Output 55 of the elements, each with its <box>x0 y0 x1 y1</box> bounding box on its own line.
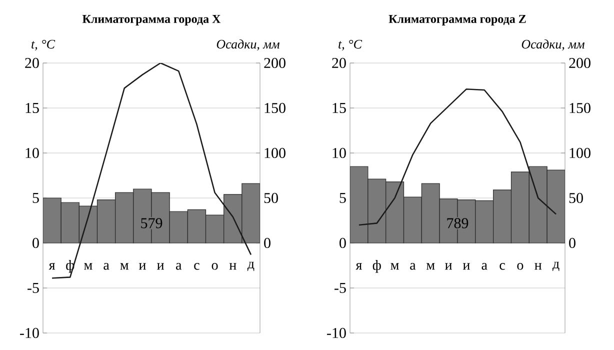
x-tick-label: и <box>462 263 470 270</box>
x-tick-label: м <box>84 263 92 270</box>
x-tick-label: м <box>120 263 128 270</box>
x-tick-label: м <box>426 263 435 270</box>
x-tick-label: д <box>247 262 254 271</box>
x-tick-label: н <box>534 263 542 270</box>
x-tick-label: я <box>48 263 56 270</box>
x-tick-label: с <box>194 263 200 270</box>
x-tick-label: а <box>176 263 182 270</box>
y2-tick-label: 150 <box>570 102 590 114</box>
x-tick-label: я <box>356 263 362 270</box>
y2-tick-label: 100 <box>570 148 590 158</box>
x-tick-label: а <box>104 263 110 270</box>
y-tick-label: 5 <box>32 193 39 203</box>
y-tick-label: 0 <box>32 238 39 248</box>
y2-tick-label: 0 <box>264 238 270 248</box>
y2-tick-label: 0 <box>569 238 576 248</box>
x-tick-label: д <box>552 262 560 271</box>
y2-axis-title: Осадки, мм <box>522 39 584 50</box>
y2-tick-label: 50 <box>569 192 583 204</box>
y-tick-label: -10 <box>327 328 346 338</box>
chart-title: Климатограмма города Z <box>388 15 526 26</box>
y-tick-label: -5 <box>28 283 39 293</box>
y2-axis-title: Осадки, мм <box>216 39 280 50</box>
x-tick-label: и <box>157 263 164 270</box>
x-tick-label: о <box>212 263 218 270</box>
y-axis-title: t, °C <box>338 40 362 50</box>
y-tick-label: 0 <box>340 238 346 248</box>
y-tick-label: 15 <box>332 102 346 114</box>
y-tick-label: 15 <box>26 102 39 114</box>
y2-tick-label: 50 <box>264 192 278 204</box>
x-tick-label: с <box>500 263 505 270</box>
y-tick-label: 20 <box>332 58 346 68</box>
y2-tick-label: 100 <box>264 148 286 158</box>
y-tick-label: 20 <box>25 58 39 68</box>
chart-title: Климатограмма города X <box>82 15 221 26</box>
y-axis-title: t, °C <box>32 40 56 50</box>
x-tick-label: и <box>445 263 452 270</box>
y-tick-label: -5 <box>334 283 346 293</box>
x-tick-label: и <box>138 263 146 270</box>
x-tick-label: м <box>390 263 399 270</box>
y-tick-label: -10 <box>20 328 39 338</box>
y-tick-label: 5 <box>340 193 346 203</box>
y2-tick-label: 200 <box>569 58 590 68</box>
x-tick-label: о <box>517 263 524 270</box>
y-tick-label: 10 <box>332 148 346 158</box>
annotation: 579 <box>141 218 162 228</box>
x-tick-label: ф <box>372 260 381 273</box>
y2-tick-label: 200 <box>264 58 286 68</box>
x-tick-label: а <box>482 263 488 270</box>
x-tick-label: н <box>229 263 236 270</box>
y2-tick-label: 150 <box>264 102 286 114</box>
y-tick-label: 10 <box>26 148 39 158</box>
x-tick-label: а <box>410 263 416 270</box>
annotation: 789 <box>447 218 468 228</box>
